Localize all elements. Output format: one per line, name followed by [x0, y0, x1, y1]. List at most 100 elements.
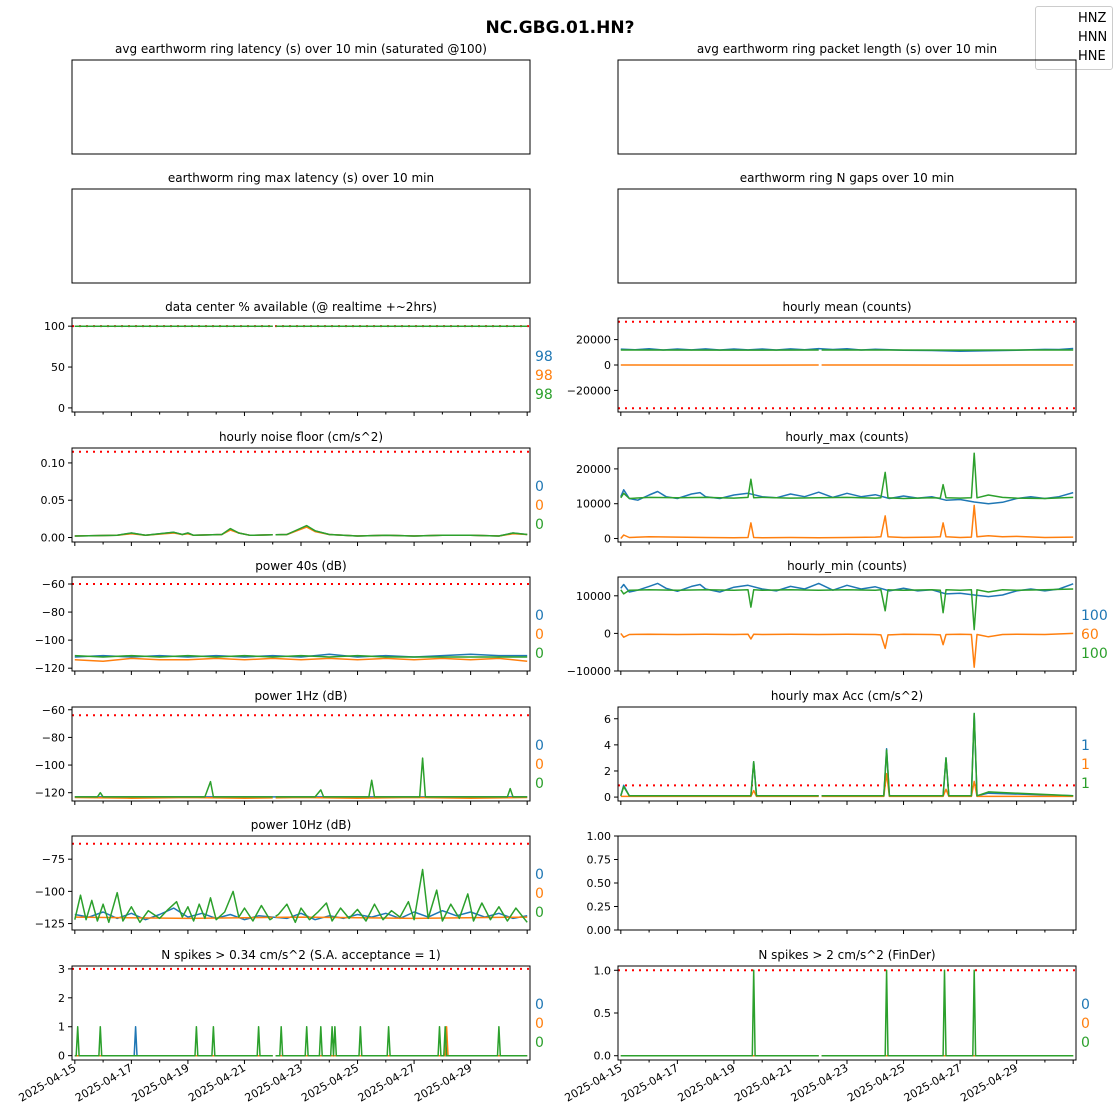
panel-p3: earthworm ring max latency (s) over 10 m… — [71, 171, 531, 284]
panel-title: hourly_min (counts) — [787, 559, 907, 573]
axes-frame — [71, 835, 531, 931]
side-value-hnz: 0 — [1081, 997, 1090, 1013]
y-tick-label: −60 — [42, 704, 65, 717]
series-line-hnz — [620, 761, 819, 797]
series-line-hnz — [620, 582, 1074, 598]
side-value-hnn: 0 — [535, 1016, 544, 1032]
axes-frame — [71, 447, 531, 543]
y-tick-label: 0.75 — [587, 854, 612, 867]
series-line-hne — [620, 452, 1074, 500]
series-line-hne — [74, 1025, 273, 1057]
x-tick-label: 2025-04-29 — [958, 1061, 1020, 1104]
panel-p2: avg earthworm ring packet length (s) ove… — [617, 42, 1077, 155]
series-line-hne — [275, 1025, 528, 1057]
y-tick-label: −100 — [35, 885, 65, 898]
y-tick-label: −100 — [35, 759, 65, 772]
x-tick-label: 2025-04-17 — [619, 1061, 681, 1104]
panel-p6: hourly mean (counts) −20000 0 20000 — [567, 300, 1077, 416]
y-tick-label: 10000 — [576, 498, 611, 511]
y-tick-label: 0 — [58, 402, 65, 415]
series-line-hne — [74, 780, 273, 798]
y-tick-label: 0 — [604, 533, 611, 546]
panel-title: hourly_max (counts) — [785, 430, 908, 444]
y-tick-label: 20000 — [576, 334, 611, 347]
axes-frame — [71, 188, 531, 284]
axes-frame — [617, 59, 1077, 155]
panel-title: avg earthworm ring packet length (s) ove… — [697, 42, 997, 56]
panel-p13: power 10Hz (dB) −125 −100 −75 0 0 0 — [35, 818, 544, 934]
panel-title: hourly max Acc (cm/s^2) — [771, 689, 923, 703]
panel-title: N spikes > 2 cm/s^2 (FinDer) — [758, 948, 935, 962]
legend-entry-hnn: HNN — [1078, 30, 1108, 45]
x-tick-label: 2025-04-25 — [299, 1061, 361, 1104]
panel-title: hourly mean (counts) — [782, 300, 911, 314]
series-line-hnn — [620, 632, 1074, 668]
side-value-hnn: 98 — [535, 368, 553, 384]
side-value-hnz: 98 — [535, 349, 553, 365]
series-line-hne — [620, 761, 819, 797]
series-line-hnz — [74, 1025, 273, 1057]
side-value-hnn: 0 — [535, 886, 544, 902]
y-tick-label: −80 — [42, 731, 65, 744]
axes-frame — [617, 188, 1077, 284]
panel-p15: N spikes > 0.34 cm/s^2 (S.A. acceptance … — [16, 948, 543, 1105]
legend: HNZ HNN HNE — [1035, 6, 1113, 70]
axes-frame — [71, 317, 531, 413]
panel-p14: 0.00 0.25 0.50 0.75 1.00 — [587, 830, 1077, 937]
y-tick-label: 100 — [44, 320, 65, 333]
legend-entry-hne: HNE — [1078, 49, 1106, 64]
side-value-hnz: 1 — [1081, 738, 1090, 754]
y-tick-label: −10000 — [567, 665, 611, 678]
y-tick-label: 0.25 — [587, 901, 612, 914]
series-line-hnz — [620, 489, 1074, 505]
series-line-hne — [275, 868, 528, 924]
side-value-hnn: 0 — [535, 627, 544, 643]
series-line-hne — [74, 527, 273, 537]
y-tick-label: 50 — [51, 361, 65, 374]
side-value-hne: 0 — [535, 517, 544, 533]
series-line-hne — [275, 757, 528, 798]
y-tick-label: 0 — [604, 627, 611, 640]
series-line-hne — [620, 588, 1074, 631]
series-line-hne — [74, 654, 528, 658]
axes-frame — [617, 965, 1077, 1061]
y-tick-label: 2 — [58, 992, 65, 1005]
series-line-hnn — [275, 1025, 528, 1057]
side-value-hnz: 100 — [1081, 608, 1108, 624]
y-tick-label: −120 — [35, 787, 65, 800]
panel-title: power 40s (dB) — [255, 559, 346, 573]
panel-title: data center % available (@ realtime +~2h… — [165, 300, 437, 314]
y-tick-label: 0.10 — [41, 457, 66, 470]
y-tick-label: 0.5 — [594, 1007, 612, 1020]
panel-title: N spikes > 0.34 cm/s^2 (S.A. acceptance … — [161, 948, 440, 962]
series-line-hnn — [74, 657, 528, 662]
series-line-hne — [821, 969, 1074, 1057]
y-tick-label: 4 — [604, 739, 611, 752]
panel-p16: N spikes > 2 cm/s^2 (FinDer) 0.0 0.5 1.0 0 0 0… — [562, 948, 1089, 1105]
side-value-hne: 0 — [1081, 1035, 1090, 1051]
y-tick-label: 6 — [604, 713, 611, 726]
legend-entry-hnz: HNZ — [1078, 11, 1107, 26]
series-line-hnn — [275, 916, 528, 920]
y-tick-label: −80 — [42, 606, 65, 619]
panel-p9: power 40s (dB) −120 −100 −80 −60 0 0 0 — [35, 559, 544, 675]
series-line-hne — [620, 969, 819, 1057]
side-value-hnz: 0 — [535, 867, 544, 883]
side-value-hne: 100 — [1081, 646, 1108, 662]
y-tick-label: 20000 — [576, 463, 611, 476]
series-line-hnn — [620, 504, 1074, 539]
panel-title: earthworm ring N gaps over 10 min — [740, 171, 954, 185]
series-line-hnn — [821, 772, 1074, 798]
panel-p11: power 1Hz (dB) −120 −100 −80 −60 0 0 0 — [35, 689, 544, 805]
x-tick-label: 2025-04-15 — [562, 1061, 624, 1104]
panel-p1: avg earthworm ring latency (s) over 10 m… — [71, 42, 531, 155]
series-line-hnn — [74, 916, 273, 920]
side-value-hne: 0 — [535, 776, 544, 792]
axes-frame — [617, 447, 1077, 543]
side-value-hne: 0 — [535, 905, 544, 921]
y-tick-label: 0 — [604, 791, 611, 804]
side-value-hnn: 0 — [535, 498, 544, 514]
side-value-hne: 0 — [535, 1035, 544, 1051]
figure-title: NC.GBG.01.HN? — [485, 18, 635, 38]
panel-title: power 10Hz (dB) — [251, 818, 352, 832]
